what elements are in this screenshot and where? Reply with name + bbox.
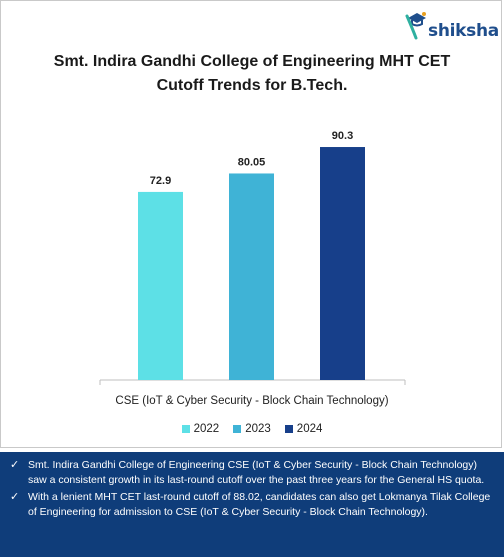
legend-swatch-2023 — [233, 425, 242, 433]
bar-2023 — [229, 173, 274, 380]
checkmark-icon: ✓ — [10, 459, 20, 471]
legend-swatch-2022 — [181, 425, 190, 433]
notes-panel: ✓ Smt. Indira Gandhi College of Engineer… — [0, 452, 504, 557]
legend-item-2022: 2022 — [181, 423, 220, 435]
legend-item-2024: 2024 — [284, 423, 323, 435]
note-text: With a lenient MHT CET last-round cutoff… — [28, 491, 491, 518]
data-label-2024: 90.3 — [332, 130, 353, 142]
legend-label-2022: 2022 — [193, 423, 220, 435]
legend-label-2023: 2023 — [245, 423, 271, 435]
graduate-cap-icon — [405, 12, 426, 40]
checkmark-icon: ✓ — [10, 491, 20, 503]
logo-wordmark: shiksha — [428, 21, 499, 41]
chart-title-line-2: Cutoff Trends for B.Tech. — [156, 77, 348, 94]
chart-title: Smt. Indira Gandhi College of Engineerin… — [20, 50, 484, 98]
chart-frame — [0, 0, 502, 448]
x-category-label: CSE (IoT & Cyber Security - Block Chain … — [115, 395, 389, 407]
legend-swatch-2024 — [284, 425, 293, 433]
shiksha-logo: shiksha — [404, 8, 499, 44]
chart-title-line-1: Smt. Indira Gandhi College of Engineerin… — [53, 53, 451, 70]
bar-2022 — [138, 191, 183, 380]
note-item: ✓ With a lenient MHT CET last-round cuto… — [10, 490, 494, 520]
note-item: ✓ Smt. Indira Gandhi College of Engineer… — [10, 458, 494, 488]
bar-chart: 72.9 80.05 90.3 — [99, 130, 406, 385]
legend-item-2023: 2023 — [233, 423, 271, 435]
chart-legend: 2022 2023 2024 — [0, 423, 504, 435]
data-label-2023: 80.05 — [238, 156, 266, 168]
note-text: Smt. Indira Gandhi College of Engineerin… — [28, 459, 485, 486]
legend-label-2024: 2024 — [296, 423, 323, 435]
bar-2024 — [320, 147, 365, 380]
data-label-2022: 72.9 — [150, 175, 171, 187]
